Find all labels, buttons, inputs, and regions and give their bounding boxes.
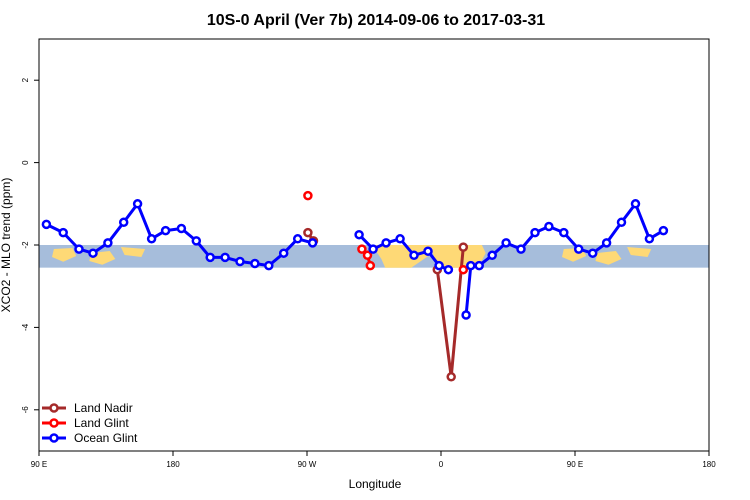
data-point <box>434 260 444 271</box>
y-tick-label: 2 <box>21 77 30 82</box>
data-point <box>362 250 373 261</box>
data-point <box>58 227 68 238</box>
data-point <box>74 244 84 254</box>
legend-swatch-point <box>49 418 59 428</box>
data-point <box>644 234 655 244</box>
data-point <box>530 227 540 238</box>
data-point <box>176 223 187 234</box>
data-point <box>354 229 364 240</box>
legend-item: Ocean Glint <box>42 431 138 445</box>
legend-label: Land Nadir <box>74 401 133 415</box>
legend-item: Land Glint <box>42 416 129 430</box>
x-tick-label: 90 E <box>567 460 583 469</box>
data-point <box>630 199 641 209</box>
y-tick-label: -4 <box>21 323 30 331</box>
x-tick-label: 90 E <box>31 460 47 469</box>
data-point <box>461 310 471 320</box>
y-axis: 2 0 -2 -4 -6 <box>21 77 39 413</box>
data-point <box>458 264 469 275</box>
x-tick-label: 180 <box>702 460 716 469</box>
data-point <box>205 252 215 263</box>
data-point <box>487 250 497 261</box>
data-point <box>458 242 469 252</box>
map-band <box>39 245 709 268</box>
legend-label: Ocean Glint <box>74 431 138 445</box>
y-tick-label: -6 <box>21 406 30 414</box>
data-point <box>264 260 274 271</box>
data-point <box>278 248 289 258</box>
data-point <box>658 225 669 236</box>
series-layer <box>41 190 669 382</box>
data-point <box>292 234 303 244</box>
data-point <box>466 260 476 271</box>
data-point <box>146 234 157 244</box>
series-ocean-glint <box>41 199 669 320</box>
y-tick-label: 0 <box>21 160 30 165</box>
data-point <box>516 244 526 254</box>
y-tick-label: -2 <box>21 241 30 249</box>
data-point <box>191 236 202 246</box>
x-axis-label: Longitude <box>349 477 402 491</box>
x-axis: 90 E 180 90 W 0 90 E 180 <box>31 451 716 469</box>
data-point <box>446 372 456 382</box>
data-point <box>220 252 230 263</box>
data-point <box>41 219 52 230</box>
data-point <box>395 234 405 244</box>
y-axis-label: XCO2 - MLO trend (ppm) <box>0 178 13 313</box>
data-point <box>559 227 569 238</box>
data-point <box>235 256 245 267</box>
land-shape <box>595 251 622 265</box>
land-shape <box>627 247 652 257</box>
data-point <box>601 238 612 248</box>
data-point <box>501 238 511 248</box>
data-point <box>443 264 454 275</box>
data-point <box>307 238 318 248</box>
data-point <box>118 217 129 228</box>
legend-item: Land Nadir <box>42 401 133 415</box>
data-point <box>616 217 627 228</box>
data-point <box>357 244 367 254</box>
data-point <box>365 260 376 271</box>
series-land-glint <box>303 190 469 275</box>
ocean-band <box>39 245 709 268</box>
data-point <box>160 225 171 236</box>
legend-swatch-point <box>49 433 59 443</box>
land-shape <box>374 245 432 268</box>
data-point <box>423 246 433 256</box>
data-point <box>587 248 598 258</box>
data-point <box>303 227 313 238</box>
x-tick-label: 90 W <box>298 460 317 469</box>
x-tick-label: 0 <box>439 460 444 469</box>
data-point <box>381 238 391 248</box>
data-point <box>132 199 143 209</box>
data-point <box>88 248 98 258</box>
data-point <box>573 244 584 254</box>
data-point <box>250 258 260 269</box>
chart-title: 10S-0 April (Ver 7b) 2014-09-06 to 2017-… <box>207 12 545 29</box>
series-line <box>464 202 665 316</box>
data-point <box>303 190 313 201</box>
land-shape <box>52 248 77 262</box>
legend-label: Land Glint <box>74 416 129 430</box>
data-point <box>474 260 484 271</box>
land-shape <box>120 247 146 257</box>
data-point <box>368 244 378 254</box>
legend-swatch-point <box>49 403 59 413</box>
data-point <box>103 238 113 248</box>
x-tick-label: 180 <box>166 460 180 469</box>
data-point <box>409 250 419 261</box>
data-point <box>544 221 554 232</box>
